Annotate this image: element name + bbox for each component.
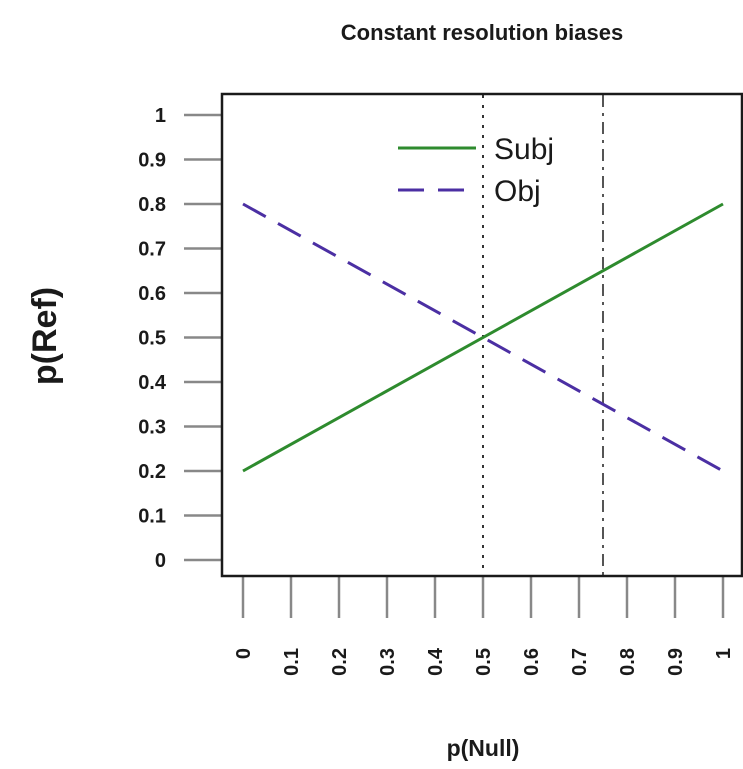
y-tick-label: 0.2 bbox=[138, 461, 166, 483]
x-tick-label: 0.6 bbox=[521, 648, 543, 676]
y-tick-label: 0.5 bbox=[138, 328, 166, 350]
x-tick-label: 0.1 bbox=[281, 648, 303, 676]
y-axis: 0 0.1 0.2 0.3 0.4 0.5 0.6 0.7 0.8 0.9 1 bbox=[138, 105, 222, 572]
x-tick-label: 0 bbox=[233, 648, 255, 659]
legend: Subj Obj bbox=[398, 133, 554, 208]
series-line-subj bbox=[242, 202, 724, 473]
x-tick-label: 1 bbox=[713, 648, 735, 659]
y-tick-label: 0.1 bbox=[138, 506, 166, 528]
x-tick-label: 0.2 bbox=[329, 648, 351, 676]
y-tick-label: 0.9 bbox=[138, 150, 166, 172]
x-axis-label: p(Null) bbox=[447, 735, 520, 761]
x-tick-label: 0.4 bbox=[425, 647, 447, 676]
y-tick-label: 0.8 bbox=[138, 194, 166, 216]
y-tick-label: 0.4 bbox=[138, 372, 167, 394]
x-tick-label: 0.9 bbox=[665, 648, 687, 676]
x-tick-label: 0.7 bbox=[569, 648, 591, 676]
series-layer bbox=[242, 202, 724, 473]
legend-label: Obj bbox=[494, 175, 541, 208]
reference-lines bbox=[482, 95, 604, 575]
series-line-obj bbox=[242, 202, 724, 473]
y-tick-label: 0 bbox=[155, 550, 166, 572]
x-tick-label: 0.8 bbox=[617, 648, 639, 676]
plot-frame bbox=[220, 92, 743, 578]
legend-label: Subj bbox=[494, 133, 554, 166]
y-tick-label: 0.6 bbox=[138, 283, 166, 305]
y-tick-label: 0.3 bbox=[138, 417, 166, 439]
chart-title: Constant resolution biases bbox=[341, 20, 623, 45]
x-tick-label: 0.5 bbox=[473, 648, 495, 676]
y-tick-label: 1 bbox=[155, 105, 166, 127]
x-tick-label: 0.3 bbox=[377, 648, 399, 676]
x-axis: 0 0.1 0.2 0.3 0.4 0.5 0.6 0.7 0.8 0.9 1 bbox=[233, 576, 735, 676]
y-axis-label: p(Ref) bbox=[26, 287, 64, 385]
y-tick-label: 0.7 bbox=[138, 239, 166, 261]
